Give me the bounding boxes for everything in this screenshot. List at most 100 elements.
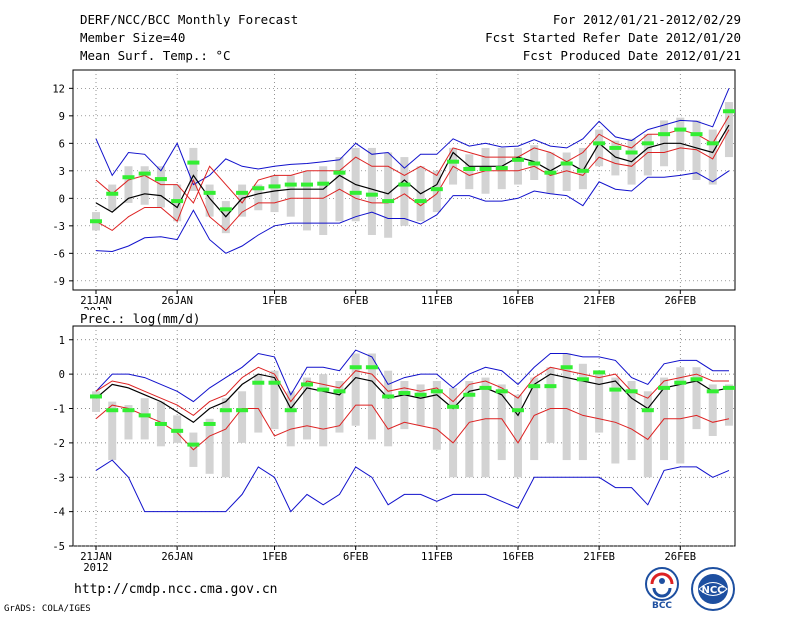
temp-median-marker bbox=[722, 109, 735, 114]
prec-median-marker bbox=[252, 380, 265, 385]
temp-median-marker bbox=[333, 170, 346, 175]
temp-median-marker bbox=[90, 219, 102, 224]
temp-spread-box bbox=[270, 175, 279, 213]
temp-median-marker bbox=[528, 161, 541, 166]
temp-median-marker bbox=[317, 181, 330, 186]
temp-ytick-label: 6 bbox=[59, 138, 65, 150]
temp-min-line bbox=[95, 170, 730, 254]
prec-spread-box bbox=[221, 398, 230, 478]
ncc-logo: NCC bbox=[691, 567, 735, 611]
forecast-start-date: Fcst Started Refer Date 2012/01/20 bbox=[485, 30, 741, 45]
prec-median-marker bbox=[268, 380, 281, 385]
prec-median-marker bbox=[544, 384, 557, 389]
prec-spread-box bbox=[367, 353, 376, 440]
temperature-chart: 21JAN 26JAN 1FEB 6FEB 11FEB 16FEB 21FEB 26FEB 20… bbox=[52, 69, 736, 310]
prec-xtick-label: 26JAN bbox=[161, 551, 193, 563]
temp-median-marker bbox=[349, 190, 362, 195]
temp-median-marker bbox=[414, 199, 427, 204]
temp-ytick-label: -6 bbox=[52, 248, 65, 260]
temp-spread-box bbox=[562, 152, 571, 191]
temp-median-marker bbox=[382, 199, 395, 204]
prec-spread-box bbox=[351, 353, 360, 426]
prec-ytick-label: -2 bbox=[52, 438, 65, 450]
prec-median-marker bbox=[284, 408, 297, 413]
temp-plot-frame bbox=[72, 69, 736, 291]
prec-spread-box bbox=[497, 384, 506, 461]
prec-median-marker bbox=[203, 421, 216, 426]
prec-spread-box bbox=[595, 370, 604, 433]
temp-spread-box bbox=[189, 147, 198, 191]
prec-xtick-label: 21JAN bbox=[80, 551, 112, 563]
temp-median-marker bbox=[154, 177, 167, 182]
temp-spread-box bbox=[254, 184, 263, 211]
prec-median-marker bbox=[365, 365, 378, 370]
prec-spread-box bbox=[432, 381, 441, 450]
prec-spread-box bbox=[530, 377, 539, 461]
temp-median-marker bbox=[706, 141, 719, 146]
temp-xtick-label: 26FEB bbox=[664, 295, 696, 307]
prec-spread-box bbox=[384, 370, 393, 447]
prec-min-line bbox=[95, 459, 730, 513]
prec-median-marker bbox=[706, 389, 719, 394]
temp-xtick-label: 6FEB bbox=[343, 295, 368, 307]
prec-spread-box bbox=[676, 367, 685, 464]
temp-median-marker bbox=[447, 159, 460, 164]
temp-median-marker bbox=[219, 207, 232, 212]
temp-median-marker bbox=[268, 184, 281, 189]
temp-year-label: 2012 bbox=[83, 306, 108, 310]
temp-spread-box bbox=[384, 152, 393, 238]
prec-spread-box bbox=[546, 367, 555, 443]
prec-median-marker bbox=[154, 421, 167, 426]
prec-spread-box bbox=[400, 381, 409, 430]
prec-ytick-label: 1 bbox=[59, 335, 65, 347]
temp-median-marker bbox=[690, 132, 703, 137]
temp-median-marker bbox=[609, 145, 622, 150]
prec-spread-box bbox=[140, 398, 149, 440]
prec-year-label: 2012 bbox=[83, 562, 108, 574]
prec-median-marker bbox=[106, 408, 119, 413]
temp-median-marker bbox=[495, 166, 508, 171]
prec-median-marker bbox=[349, 365, 362, 370]
prec-median-marker bbox=[463, 392, 476, 397]
temp-median-marker bbox=[106, 191, 119, 196]
temp-median-marker bbox=[641, 141, 654, 146]
temp-ytick-label: 9 bbox=[59, 111, 65, 123]
temp-spread-box bbox=[611, 140, 620, 176]
prec-spread-box bbox=[465, 381, 474, 478]
prec-max-line bbox=[95, 349, 729, 403]
temp-spread-box bbox=[140, 166, 149, 205]
prec-spread-box bbox=[627, 381, 636, 461]
prec-median-marker bbox=[560, 365, 573, 370]
prec-lower-line bbox=[95, 404, 730, 451]
temp-median-marker bbox=[625, 150, 638, 155]
prec-xtick-label: 1FEB bbox=[262, 551, 287, 563]
prec-spread-box bbox=[238, 391, 247, 443]
temp-median-marker bbox=[203, 190, 216, 195]
temp-xtick-label: 1FEB bbox=[262, 295, 287, 307]
temp-median-marker bbox=[544, 170, 557, 175]
prec-median-marker bbox=[187, 442, 200, 447]
temp-median-marker bbox=[122, 175, 135, 180]
prec-spread-box bbox=[416, 384, 425, 426]
forecast-period: For 2012/01/21-2012/02/29 bbox=[552, 12, 741, 27]
temp-median-marker bbox=[593, 141, 606, 146]
forecast-produced-date: Fcst Produced Date 2012/01/21 bbox=[522, 48, 741, 63]
prec-median-marker bbox=[171, 428, 184, 433]
source-url[interactable]: http://cmdp.ncc.cma.gov.cn bbox=[74, 582, 278, 597]
prec-median-marker bbox=[641, 408, 654, 413]
chart-title: DERF/NCC/BCC Monthly Forecast bbox=[80, 12, 299, 27]
prec-median-marker bbox=[495, 389, 508, 394]
precipitation-variable-label: Prec.: log(mm/d) bbox=[80, 311, 201, 326]
bcc-logo: BCC bbox=[645, 567, 679, 610]
prec-median-marker bbox=[333, 389, 346, 394]
temp-spread-box bbox=[400, 157, 409, 226]
prec-median-marker bbox=[625, 389, 638, 394]
temp-ytick-label: -3 bbox=[52, 221, 65, 233]
temp-spread-box bbox=[432, 170, 441, 213]
temp-xtick-label: 11FEB bbox=[421, 295, 453, 307]
prec-ytick-label: -4 bbox=[52, 507, 65, 519]
prec-median-marker bbox=[236, 408, 249, 413]
prec-spread-box bbox=[124, 405, 133, 440]
grads-credit: GrADS: COLA/IGES bbox=[4, 604, 91, 614]
